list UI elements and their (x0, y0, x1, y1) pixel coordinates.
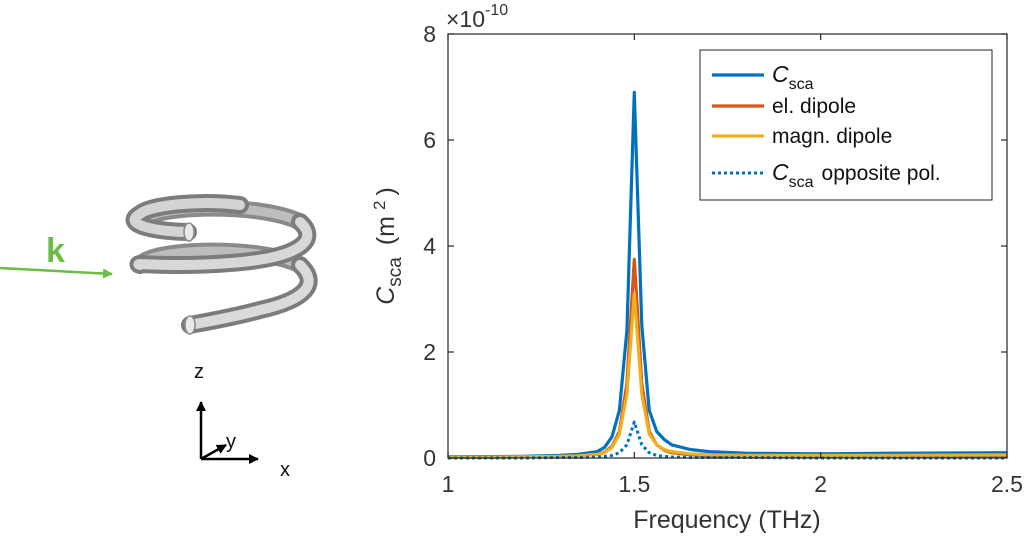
tick-layer: 1 1.5 2 2.5 0 2 4 6 8 (423, 21, 1023, 497)
y-axis-label: Csca (m 2) (370, 187, 406, 305)
legend-label-2: magn. dipole (772, 125, 892, 148)
y-tick-label: 4 (423, 233, 436, 259)
helix-end-cap-top (183, 222, 195, 242)
svg-text:×10-10: ×10-10 (446, 2, 508, 32)
y-axis-label-unit-exp: 2 (370, 201, 389, 210)
y-tick-label: 6 (423, 127, 436, 153)
legend-label-0: Csca (772, 61, 814, 93)
axis-y-arrow (200, 443, 227, 461)
legend-label-main: C (772, 159, 789, 185)
series-line-2 (447, 292, 1008, 460)
y-axis-label-main: C (372, 286, 400, 305)
y-axis-label-unit: (m (372, 216, 400, 245)
y-tick-label: 8 (423, 21, 436, 47)
axis-label-z: z (194, 361, 204, 383)
legend-label-sub: sca (789, 174, 814, 191)
helix-illustration (125, 194, 318, 335)
legend-label-main: magn. dipole (772, 125, 892, 148)
legend-label-main: C (772, 61, 789, 87)
y-axis-label-sub: sca (385, 257, 406, 287)
y-multiplier-exponent: -10 (485, 2, 508, 19)
y-multiplier: ×10-10 (446, 2, 508, 32)
x-tick-label: 2 (814, 471, 827, 497)
wave-vector-arrow: k (0, 232, 113, 279)
legend-label-rest: opposite pol. (822, 162, 941, 185)
coordinate-axes: z y x (194, 361, 290, 481)
legend-label-main: el. dipole (772, 95, 856, 118)
legend-label-1: el. dipole (772, 95, 856, 118)
y-tick-label: 2 (423, 339, 436, 365)
axis-label-x: x (280, 459, 290, 481)
x-tick-label: 2.5 (991, 471, 1023, 497)
legend-label-sub: sca (789, 76, 814, 93)
wave-vector-label: k (46, 232, 65, 270)
x-tick-label: 1.5 (618, 471, 650, 497)
x-tick-label: 1 (442, 471, 455, 497)
chart: 1 1.5 2 2.5 0 2 4 6 8 ×10-10 Csca (m 2) Frequency … (370, 2, 1023, 534)
y-tick-label: 0 (423, 445, 436, 471)
helix-end-cap-bottom (184, 315, 196, 335)
x-axis-label: Frequency (THz) (633, 506, 821, 534)
axis-label-y: y (226, 431, 236, 453)
legend-label-3: Csca opposite pol. (772, 159, 941, 191)
series-line-0 (447, 90, 1008, 459)
y-axis-label-unit-close: ) (372, 187, 400, 195)
y-multiplier-base: ×10 (446, 6, 485, 32)
helix-front-segments (125, 194, 318, 334)
